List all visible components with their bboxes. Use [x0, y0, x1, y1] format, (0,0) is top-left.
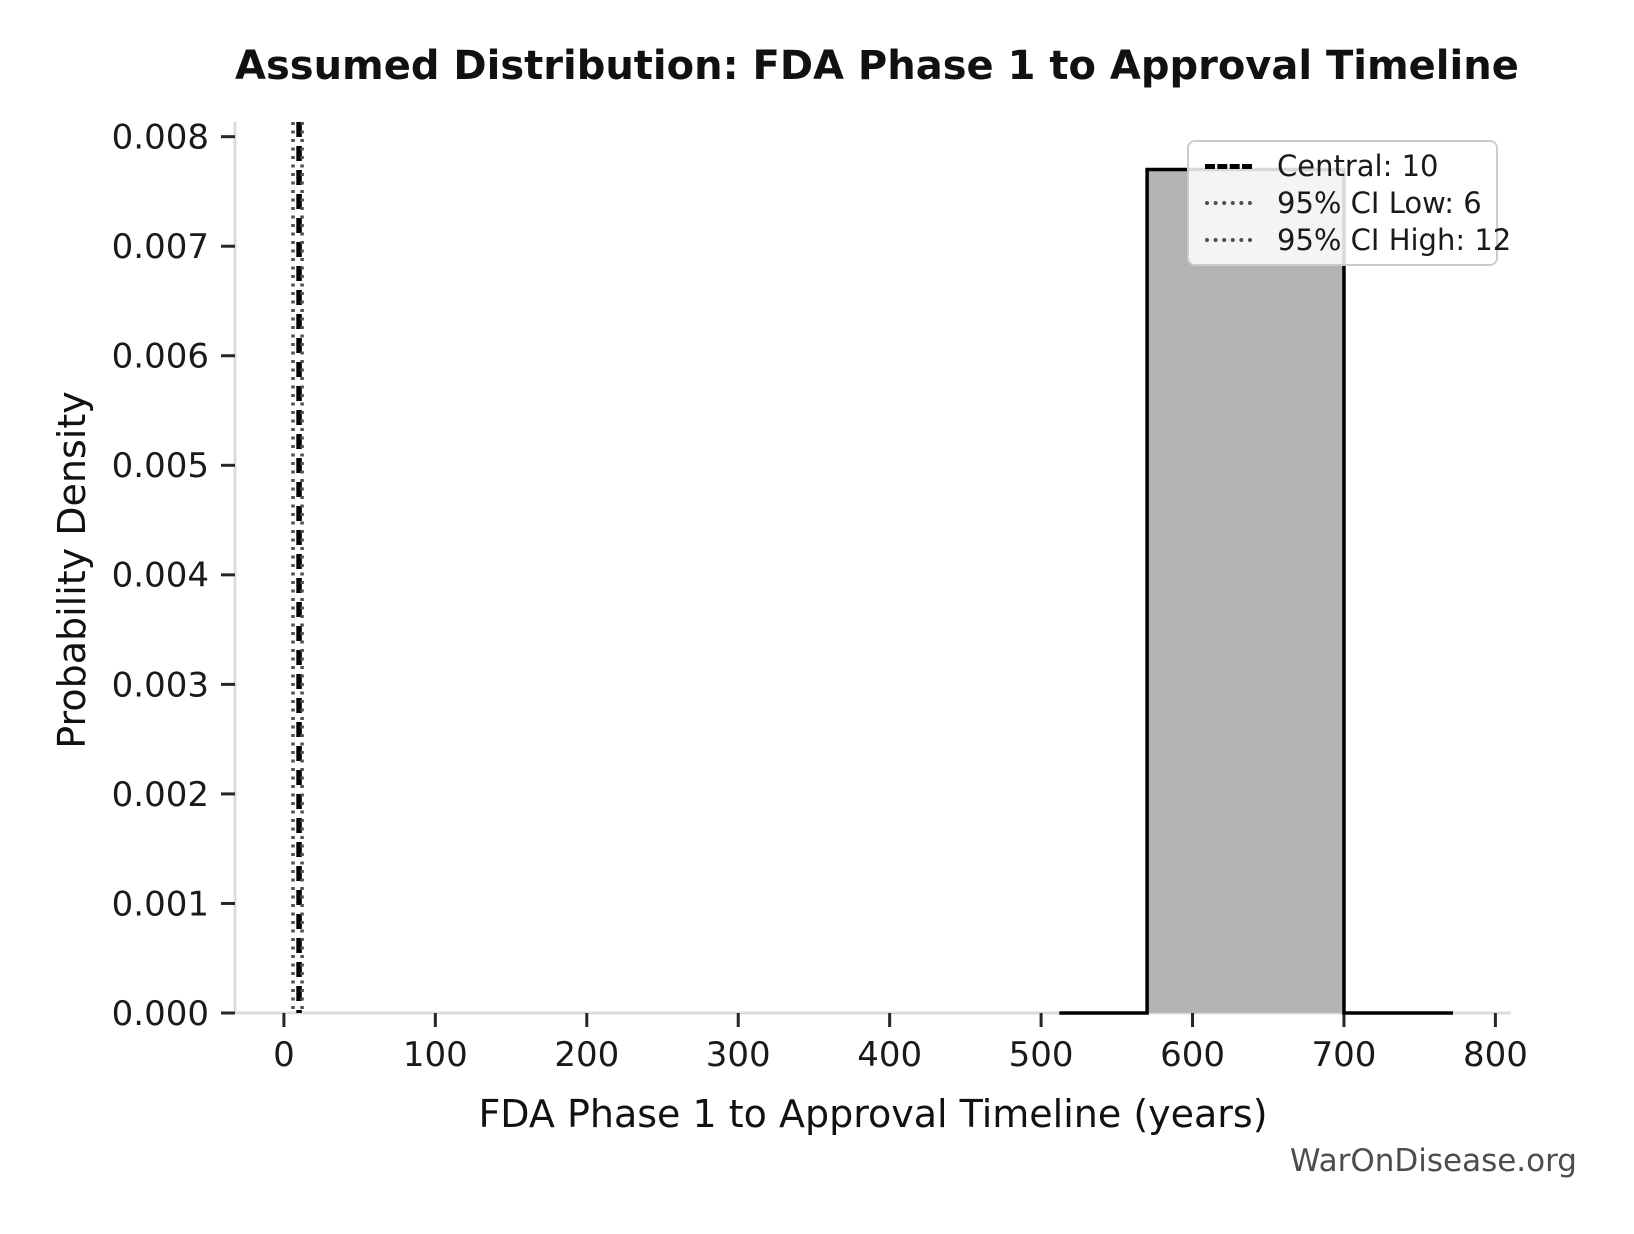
watermark: WarOnDisease.org: [1289, 1143, 1577, 1179]
legend-label-ci-low: 95% CI Low: 6: [1277, 186, 1482, 220]
legend-label-central: Central: 10: [1277, 149, 1439, 184]
y-tick-label: 0.005: [112, 446, 209, 486]
y-tick-label: 0.000: [112, 994, 209, 1034]
dotted-line-sample-icon: [1205, 237, 1252, 242]
y-tick-label: 0.002: [112, 775, 209, 815]
y-axis-label: Probability Density: [50, 391, 94, 749]
y-tick-label: 0.001: [112, 884, 209, 924]
legend-item-central: Central: 10: [1205, 148, 1480, 185]
x-tick-label: 500: [1009, 1035, 1074, 1075]
x-tick-label: 200: [554, 1035, 619, 1075]
x-tick-label: 0: [273, 1035, 295, 1075]
legend-item-ci-low: 95% CI Low: 6: [1205, 185, 1482, 222]
x-tick-label: 100: [403, 1035, 468, 1075]
y-tick-label: 0.006: [112, 337, 209, 377]
y-tick-label: 0.004: [112, 556, 209, 596]
chart-title: Assumed Distribution: FDA Phase 1 to App…: [235, 43, 1519, 89]
x-tick-label: 300: [706, 1035, 771, 1075]
y-tick-label: 0.007: [112, 227, 209, 267]
histogram-bar: [1147, 169, 1344, 1013]
x-tick-label: 400: [857, 1035, 922, 1075]
legend-item-ci-high: 95% CI High: 12: [1205, 221, 1511, 258]
legend: Central: 10 95% CI Low: 6 95% CI High: 1…: [1187, 140, 1511, 266]
y-tick-label: 0.008: [112, 118, 209, 158]
x-axis-label: FDA Phase 1 to Approval Timeline (years): [478, 1092, 1268, 1136]
x-tick-label: 600: [1160, 1035, 1225, 1075]
x-tick-label: 700: [1312, 1035, 1377, 1075]
dashed-line-sample-icon: [1205, 163, 1252, 169]
dotted-line-sample-icon: [1205, 201, 1252, 205]
legend-label-ci-high: 95% CI High: 12: [1277, 222, 1512, 257]
y-tick-label: 0.003: [112, 665, 209, 705]
x-tick-label: 800: [1463, 1035, 1528, 1075]
